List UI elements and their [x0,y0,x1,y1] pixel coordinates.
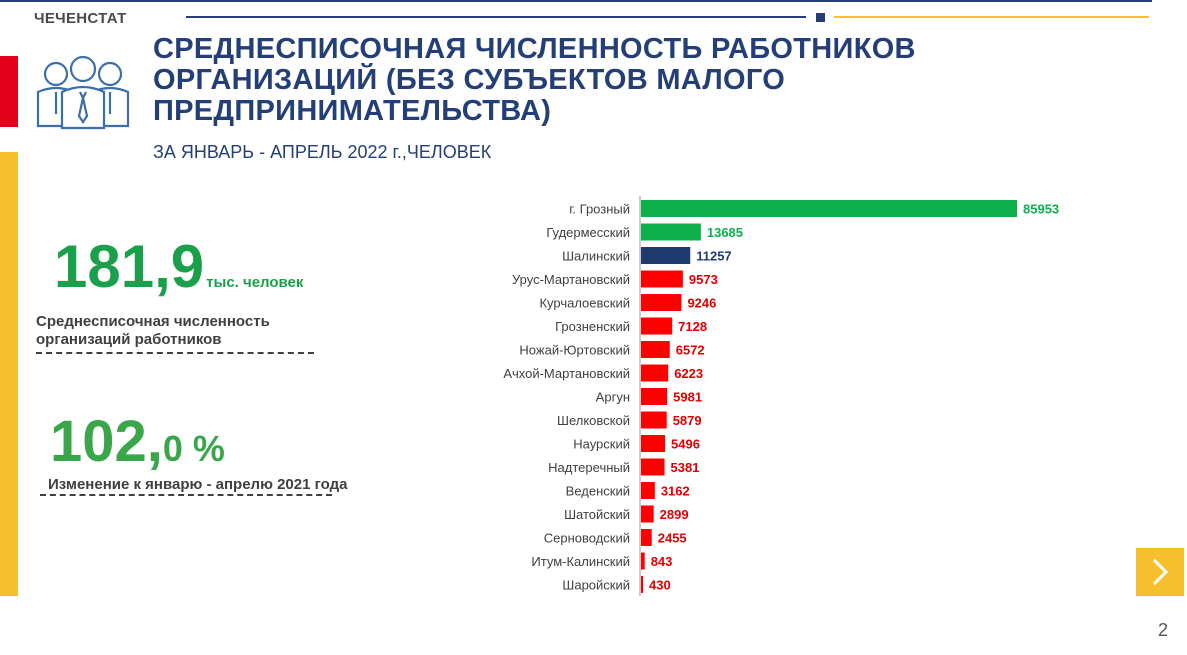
top-border [0,0,1152,2]
bar-value-label: 3162 [661,484,690,499]
bar-value-label: 5879 [673,413,702,428]
category-label: Веденский [566,484,630,499]
total-unit: тыс. человек [206,274,304,291]
page-subtitle: ЗА ЯНВАРЬ - АПРЕЛЬ 2022 г.,ЧЕЛОВЕК [153,142,492,162]
category-label: Урус-Мартановский [512,272,630,287]
bar-value-label: 5381 [671,460,700,475]
brand-name: ЧЕЧЕНСТАТ [34,10,127,27]
category-label: г. Грозный [569,202,630,217]
bar [641,341,670,358]
header-line-blue [186,16,806,18]
side-accent-red [0,56,18,127]
category-label: Итум-Калинский [531,554,630,569]
people-group-icon [36,55,130,130]
bar [641,223,701,241]
bar [641,482,655,499]
bar [641,364,669,382]
category-label: Шаройский [562,578,630,593]
header-square [816,13,825,22]
category-label: Ачхой-Мартановский [503,366,630,381]
chevron-right-icon [1152,558,1169,586]
bar-value-label: 7128 [678,319,707,334]
category-label: Грозненский [555,319,630,334]
category-label: Шатойский [564,507,630,522]
bar [641,200,1017,217]
bar [641,270,683,288]
bar-value-label: 5981 [673,390,702,405]
total-dash-line [36,352,314,354]
next-slide-button[interactable] [1136,548,1184,596]
change-dash-line [40,494,332,496]
side-accent-yellow [0,152,18,596]
bar-value-label: 430 [649,578,671,593]
category-label: Ножай-Юртовский [519,343,630,358]
total-value: 181,9 [54,233,205,300]
bar-value-label: 6572 [676,343,705,358]
bar-value-label: 85953 [1023,202,1059,217]
bar [641,317,673,335]
bar-value-label: 5496 [671,437,700,452]
bar-value-label: 11257 [696,249,731,264]
bar-value-label: 2455 [658,531,687,546]
bar-value-label: 9573 [689,272,718,287]
bar [641,247,691,264]
bar [641,388,668,405]
total-stat: 181,9 тыс. человек [54,232,303,301]
bar-value-label: 843 [651,554,673,569]
change-stat: 102,0 % [50,408,225,475]
bar-value-label: 9246 [687,296,716,311]
category-label: Наурский [573,437,630,452]
category-label: Гудермесский [546,225,630,240]
bar [641,552,645,570]
category-label: Серноводский [544,531,630,546]
category-label: Аргун [596,390,630,405]
header-line-yellow [834,16,1149,18]
bar [641,458,665,476]
bar-value-label: 2899 [660,507,689,522]
change-int: 102, [50,409,163,474]
page-title: СРЕДНЕСПИСОЧНАЯ ЧИСЛЕННОСТЬ РАБОТНИКОВ О… [153,33,916,127]
category-label: Надтеречный [548,460,630,475]
bar [641,435,666,452]
category-label: Курчалоевский [539,296,630,311]
bar [641,294,682,311]
bar-value-label: 6223 [674,366,703,381]
total-label: Среднесписочная численность организаций … [36,313,270,348]
bar [641,411,667,429]
bar-chart: г. Грозный 85953 Гудермесский 13685 Шалински… [503,196,1059,596]
bar [641,529,652,546]
category-label: Шалинский [562,249,630,264]
bar [641,576,643,593]
bar-value-label: 13685 [707,225,743,240]
change-label: Изменение к январю - апрелю 2021 года [48,476,348,493]
category-label: Шелковской [557,413,630,428]
change-dec: 0 % [162,428,225,469]
bar [641,505,654,523]
page-number: 2 [1158,620,1169,640]
